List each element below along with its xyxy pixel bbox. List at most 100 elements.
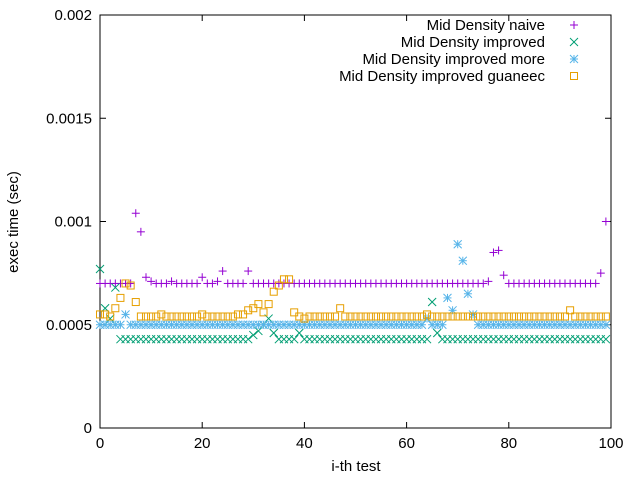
data-point xyxy=(382,312,391,321)
data-point xyxy=(162,312,171,321)
data-point xyxy=(438,312,447,321)
data-point xyxy=(366,312,375,321)
data-point xyxy=(289,334,299,344)
legend-label: Mid Density improved xyxy=(401,34,545,51)
data-point xyxy=(187,312,196,321)
x-tick-label: 0 xyxy=(96,435,104,452)
data-point xyxy=(361,312,370,321)
data-point xyxy=(463,289,473,299)
legend-label: Mid Density improved more xyxy=(362,51,545,68)
y-tick-label: 0.001 xyxy=(54,214,92,231)
data-point xyxy=(198,273,207,282)
data-point xyxy=(106,312,115,321)
data-point xyxy=(412,312,421,321)
data-point xyxy=(167,312,176,321)
data-point xyxy=(571,312,580,321)
data-point xyxy=(208,312,217,321)
data-point xyxy=(141,273,150,282)
data-point xyxy=(213,277,222,286)
data-point xyxy=(152,312,161,321)
data-point xyxy=(371,312,380,321)
data-point xyxy=(561,312,570,321)
data-point xyxy=(141,312,150,321)
x-tick-label: 100 xyxy=(598,435,623,452)
data-point xyxy=(101,310,110,319)
data-point xyxy=(520,312,529,321)
data-point xyxy=(254,326,263,336)
legend-marker xyxy=(570,21,578,29)
data-point xyxy=(601,334,611,344)
y-axis-label: exec time (sec) xyxy=(5,171,22,273)
data-point xyxy=(121,279,130,288)
y-tick-label: 0 xyxy=(84,420,92,437)
data-point xyxy=(167,277,176,286)
data-point xyxy=(126,281,135,290)
data-point xyxy=(325,312,334,321)
y-tick-label: 0.0005 xyxy=(46,317,92,334)
series-1 xyxy=(96,209,610,288)
data-point xyxy=(233,310,242,319)
data-point xyxy=(596,312,605,321)
data-point xyxy=(121,310,130,319)
data-point xyxy=(285,275,294,284)
data-point xyxy=(269,287,278,296)
data-point xyxy=(458,312,467,321)
data-point xyxy=(341,312,350,321)
data-point xyxy=(530,312,539,321)
data-point xyxy=(239,279,248,288)
data-point xyxy=(586,312,595,321)
legend-label: Mid Density improved guaneec xyxy=(339,68,545,85)
legend-label: Mid Density naive xyxy=(427,17,545,34)
data-point xyxy=(136,312,145,321)
data-point xyxy=(290,308,299,317)
data-point xyxy=(274,281,283,290)
data-point xyxy=(193,312,202,321)
data-point xyxy=(116,320,125,330)
x-tick-label: 20 xyxy=(194,435,211,452)
data-point xyxy=(489,312,498,321)
data-point xyxy=(601,312,610,321)
data-point xyxy=(596,269,605,278)
data-point xyxy=(131,209,140,218)
data-point xyxy=(259,308,268,317)
data-point xyxy=(576,312,585,321)
data-point xyxy=(469,312,478,321)
data-point xyxy=(336,304,345,313)
data-point xyxy=(468,310,478,319)
data-point xyxy=(269,328,279,338)
data-point xyxy=(423,310,432,319)
data-point xyxy=(243,334,253,344)
data-points xyxy=(95,209,611,344)
data-point xyxy=(591,279,600,288)
data-point xyxy=(305,312,314,321)
data-point xyxy=(484,277,493,286)
data-point xyxy=(157,310,166,319)
data-point xyxy=(223,312,232,321)
data-point xyxy=(254,300,263,309)
x-tick-label: 80 xyxy=(500,435,517,452)
x-tick-label: 60 xyxy=(398,435,415,452)
data-point xyxy=(147,312,156,321)
data-point xyxy=(356,312,365,321)
x-axis: 0 20 40 60 80 100 xyxy=(96,15,624,452)
data-point xyxy=(474,312,483,321)
data-point xyxy=(198,310,207,319)
data-point xyxy=(248,330,258,340)
data-point xyxy=(535,312,544,321)
data-point xyxy=(300,314,309,323)
data-point xyxy=(320,312,329,321)
y-tick-label: 0.002 xyxy=(54,7,92,24)
series-3 xyxy=(95,239,611,330)
data-point xyxy=(458,256,468,266)
data-point xyxy=(162,279,171,288)
data-point xyxy=(515,312,524,321)
data-point xyxy=(550,312,559,321)
data-point xyxy=(110,283,120,292)
data-point xyxy=(499,271,508,280)
data-point xyxy=(177,312,186,321)
data-point xyxy=(105,314,115,323)
data-point xyxy=(453,312,462,321)
